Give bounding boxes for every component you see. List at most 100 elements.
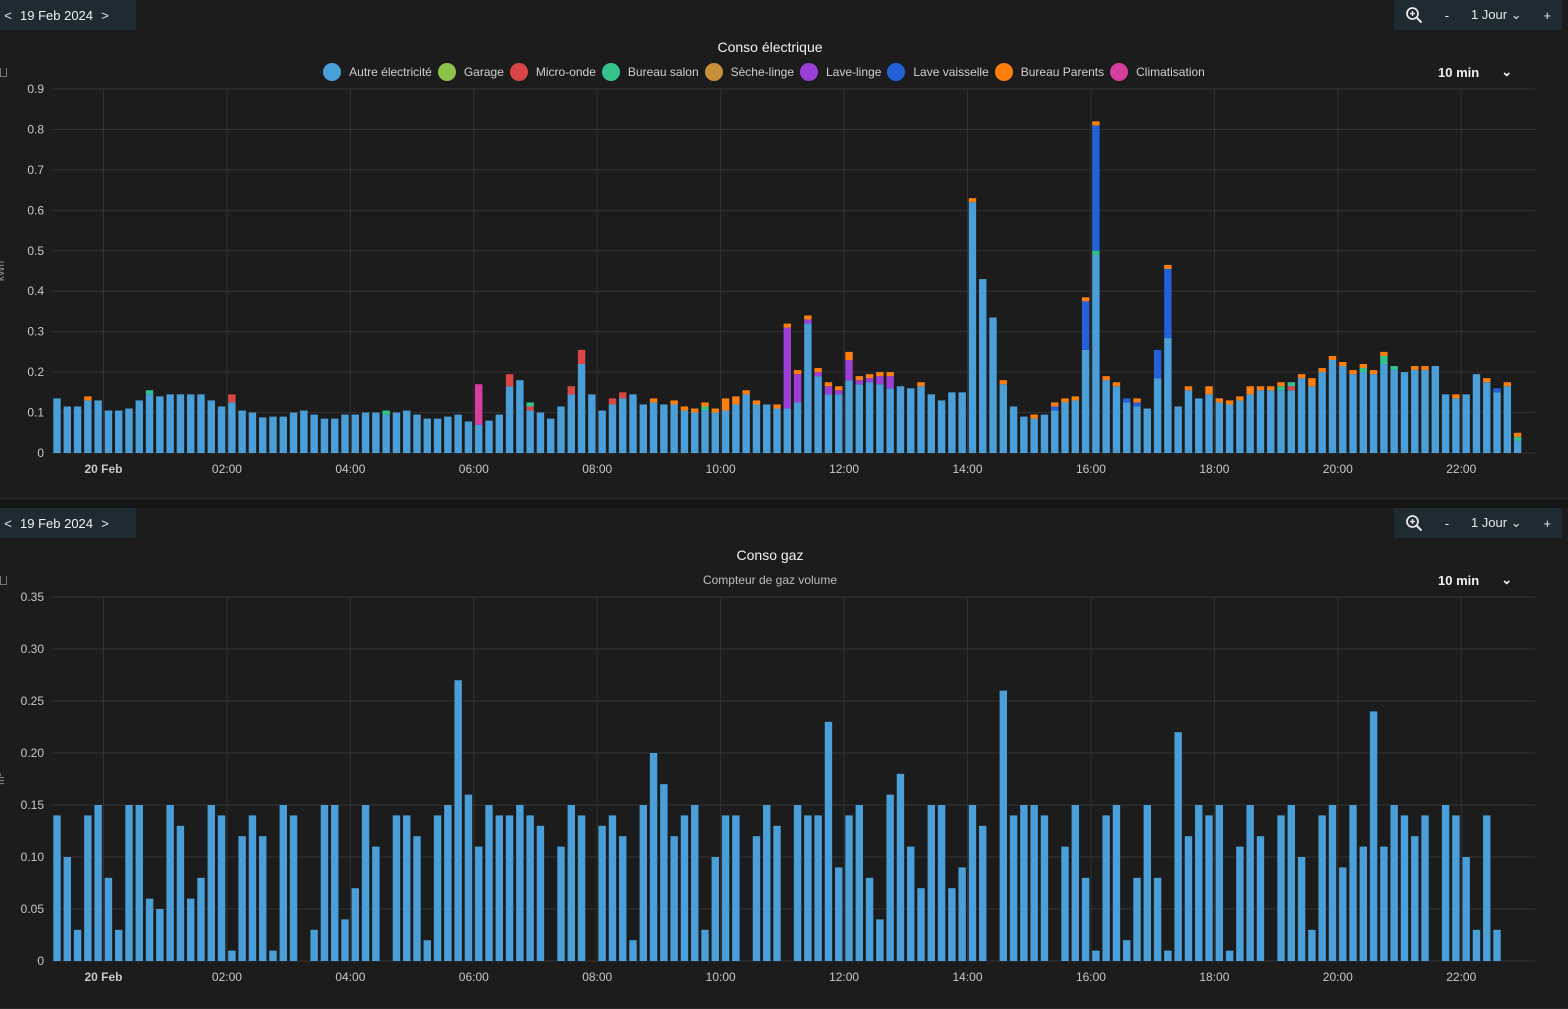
bar-segment[interactable] — [1184, 386, 1193, 391]
bar-segment[interactable] — [1071, 396, 1080, 401]
bar-segment[interactable] — [547, 418, 555, 453]
bar-segment[interactable] — [1205, 394, 1213, 453]
bar-segment[interactable] — [845, 359, 853, 381]
bar-segment[interactable] — [1431, 366, 1440, 453]
bar-segment[interactable] — [1328, 355, 1337, 360]
bar[interactable] — [73, 929, 82, 961]
bar-segment[interactable] — [917, 382, 925, 387]
bar[interactable] — [629, 940, 637, 961]
bar-segment[interactable] — [619, 398, 627, 453]
bar-segment[interactable] — [649, 398, 658, 403]
bar-segment[interactable] — [63, 406, 71, 453]
bar[interactable] — [63, 857, 71, 961]
bar-segment[interactable] — [1277, 386, 1285, 391]
bar-segment[interactable] — [475, 384, 483, 425]
bar-segment[interactable] — [1164, 268, 1172, 338]
bar-segment[interactable] — [1215, 398, 1224, 403]
bar[interactable] — [1462, 857, 1470, 961]
legend-item-garage[interactable]: Garage — [437, 63, 504, 81]
bar-segment[interactable] — [1452, 394, 1460, 399]
bar[interactable] — [125, 805, 133, 961]
bar[interactable] — [721, 815, 730, 961]
bar-segment[interactable] — [1359, 372, 1368, 453]
bar-segment[interactable] — [1061, 402, 1069, 453]
bar[interactable] — [598, 825, 606, 961]
bar-segment[interactable] — [835, 394, 843, 453]
bar[interactable] — [289, 815, 298, 961]
bar-segment[interactable] — [927, 394, 936, 453]
bar[interactable] — [526, 815, 534, 961]
bar[interactable] — [1472, 929, 1481, 961]
zoom-out-button[interactable]: - — [1444, 7, 1450, 23]
bar-segment[interactable] — [1287, 390, 1296, 453]
bar-segment[interactable] — [876, 372, 884, 377]
bar-segment[interactable] — [917, 386, 925, 453]
interval-select[interactable]: 10 min ⌄ — [1438, 572, 1512, 588]
bar[interactable] — [1318, 815, 1326, 961]
bar-segment[interactable] — [166, 394, 174, 453]
bar[interactable] — [557, 846, 565, 961]
zoom-in-button[interactable]: + — [1543, 515, 1552, 531]
bar[interactable] — [793, 805, 802, 961]
bar[interactable] — [1112, 805, 1121, 961]
bar[interactable] — [1287, 805, 1296, 961]
bar[interactable] — [1020, 805, 1028, 961]
bar[interactable] — [1246, 805, 1254, 961]
bar-segment[interactable] — [1246, 394, 1254, 453]
bar-segment[interactable] — [1133, 398, 1141, 403]
bar-segment[interactable] — [989, 317, 997, 453]
bar[interactable] — [145, 898, 154, 961]
bar-segment[interactable] — [1318, 372, 1326, 453]
bar[interactable] — [1380, 846, 1388, 961]
bar-segment[interactable] — [773, 408, 781, 453]
bar[interactable] — [1236, 846, 1244, 961]
legend-item-climatisation[interactable]: Climatisation — [1110, 63, 1205, 81]
bar-segment[interactable] — [1123, 402, 1131, 453]
bar-segment[interactable] — [1246, 386, 1254, 395]
bar[interactable] — [53, 815, 61, 961]
bar[interactable] — [320, 805, 329, 961]
legend-item-seche-linge[interactable]: Sèche-linge — [704, 63, 794, 81]
bar[interactable] — [1153, 877, 1162, 961]
bar-segment[interactable] — [207, 400, 215, 453]
bar-segment[interactable] — [1308, 386, 1316, 453]
range-select[interactable]: 1 Jour ⌄ — [1471, 7, 1522, 23]
bar-segment[interactable] — [783, 408, 792, 453]
bar[interactable] — [1195, 805, 1203, 961]
bar-segment[interactable] — [1030, 418, 1038, 453]
bar-segment[interactable] — [968, 202, 977, 453]
bar[interactable] — [423, 940, 431, 961]
bar-segment[interactable] — [279, 416, 287, 453]
bar-segment[interactable] — [670, 400, 678, 405]
bar[interactable] — [464, 794, 473, 961]
bar-segment[interactable] — [197, 394, 205, 453]
bar-segment[interactable] — [824, 382, 833, 387]
bar[interactable] — [392, 815, 401, 961]
bar-segment[interactable] — [742, 390, 750, 395]
bar-segment[interactable] — [876, 384, 884, 453]
bar[interactable] — [279, 805, 287, 961]
bar[interactable] — [1441, 805, 1450, 961]
bar-segment[interactable] — [742, 394, 750, 453]
bar[interactable] — [1411, 836, 1419, 961]
bar-segment[interactable] — [413, 414, 421, 453]
bar-segment[interactable] — [1195, 398, 1203, 453]
date-label[interactable]: 19 Feb 2024 — [20, 515, 94, 531]
bar-segment[interactable] — [1112, 382, 1121, 387]
bar-segment[interactable] — [1143, 408, 1152, 453]
bar[interactable] — [1040, 815, 1049, 961]
bar[interactable] — [217, 815, 226, 961]
bar[interactable] — [104, 877, 113, 961]
bar-segment[interactable] — [84, 396, 92, 401]
bar-segment[interactable] — [228, 394, 236, 403]
bar-segment[interactable] — [1092, 254, 1100, 453]
bar[interactable] — [1164, 950, 1172, 961]
bar-segment[interactable] — [423, 418, 431, 453]
interval-select[interactable]: 10 min ⌄ — [1438, 64, 1512, 80]
bar-segment[interactable] — [1205, 386, 1213, 395]
bar[interactable] — [1102, 815, 1110, 961]
bar-segment[interactable] — [701, 410, 709, 453]
bar-segment[interactable] — [1164, 264, 1172, 269]
bar-segment[interactable] — [1493, 388, 1501, 393]
bar-segment[interactable] — [680, 406, 689, 411]
